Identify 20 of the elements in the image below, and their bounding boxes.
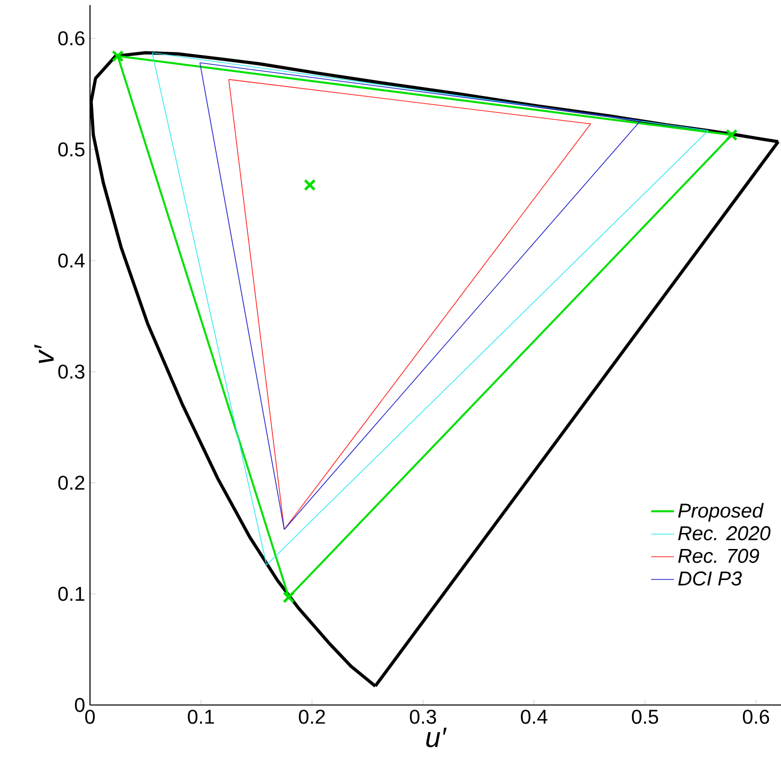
y-tick-label: 0.2 <box>58 476 84 490</box>
x-axis-title: u′ <box>426 728 447 748</box>
x-tick-label: 0 <box>85 710 95 724</box>
legend-label: Rec. 709 <box>678 548 760 563</box>
x-tick-label: 0.2 <box>298 710 325 724</box>
y-tick-label: 0.5 <box>58 142 84 157</box>
legend-label: DCI P3 <box>678 571 742 586</box>
legend-label: Proposed <box>678 503 764 522</box>
legend-label: Rec. 2020 <box>678 526 770 540</box>
y-axis-title: v′ <box>34 344 54 364</box>
x-tick-label: 0.1 <box>188 710 214 724</box>
y-tick-label: 0.1 <box>58 586 84 601</box>
x-tick-label: 0.6 <box>742 710 770 724</box>
y-tick-label: 0.3 <box>58 364 84 379</box>
y-tick-label: 0.6 <box>58 31 84 46</box>
x-tick-label: 0.5 <box>632 710 658 724</box>
y-tick-label: 0.4 <box>58 253 85 268</box>
y-tick-label: 0 <box>74 698 84 712</box>
x-tick-label: 0.4 <box>520 710 548 724</box>
x-tick-label: 0.3 <box>410 710 436 724</box>
